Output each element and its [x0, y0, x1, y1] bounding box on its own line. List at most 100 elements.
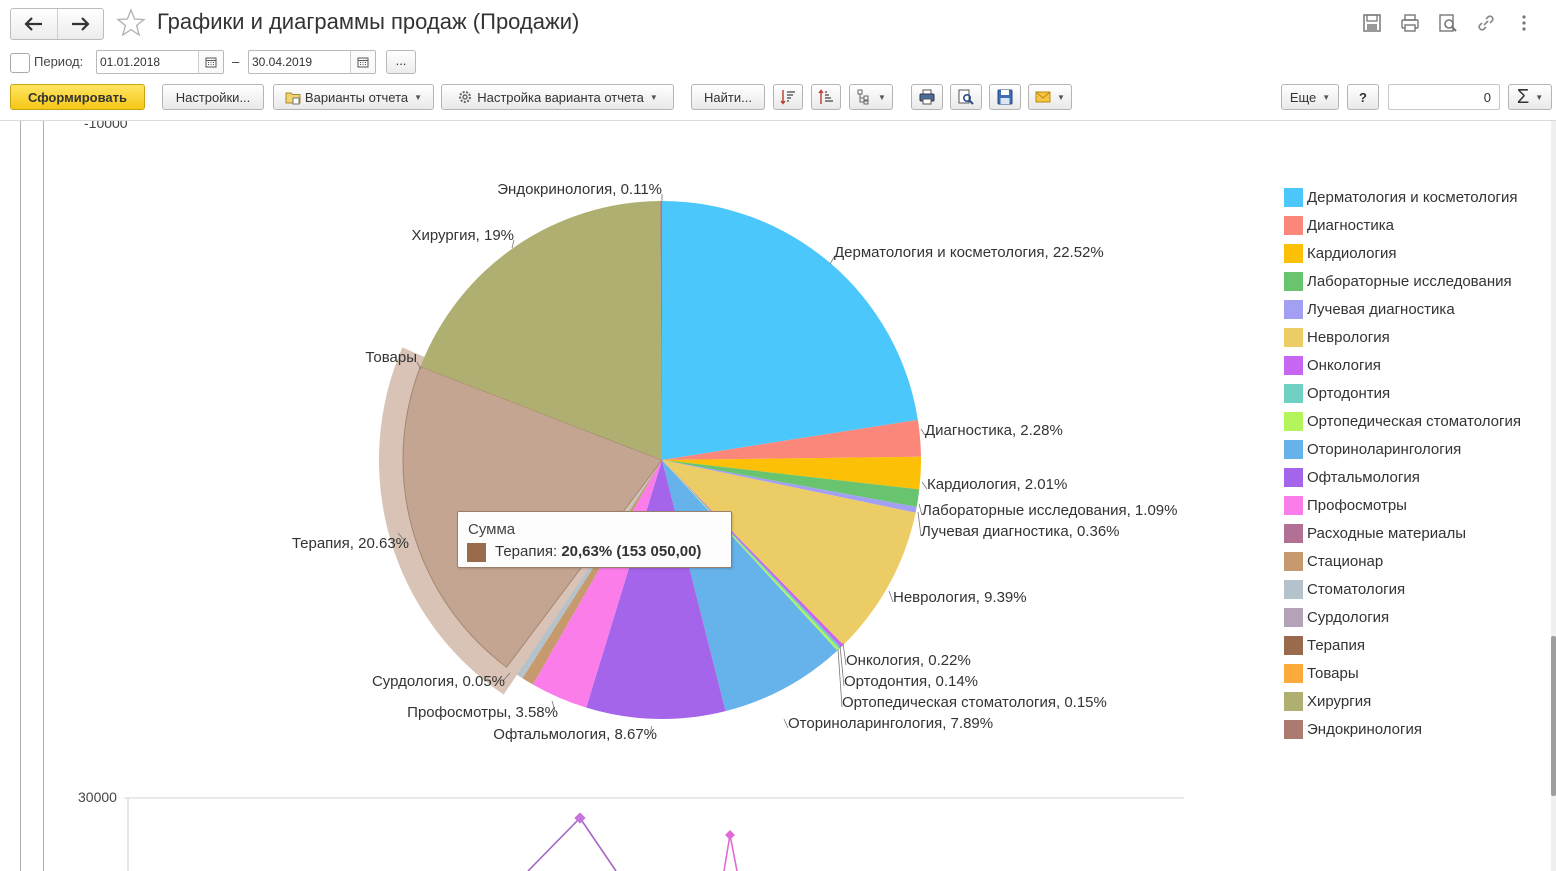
pie-slice-label: Товары — [365, 349, 417, 366]
folder-icon — [285, 92, 301, 105]
magnifier-page-icon — [958, 89, 974, 105]
legend-label: Дерматология и косметология — [1307, 188, 1518, 206]
legend-item: Онкология — [1284, 351, 1521, 379]
window-toolbar — [1360, 11, 1536, 35]
calendar-icon[interactable] — [198, 51, 223, 73]
pie-slice-label: Терапия, 20.63% — [292, 535, 409, 552]
sum-value-field[interactable]: 0 — [1388, 84, 1500, 110]
help-button[interactable]: ? — [1347, 84, 1379, 110]
sort-ascending-button[interactable] — [811, 84, 841, 110]
pie-slice[interactable] — [420, 201, 662, 460]
next-chart-series-line — [527, 816, 617, 871]
legend-swatch — [1284, 187, 1303, 207]
pie-slice-label: Онкология, 0.22% — [846, 652, 971, 669]
forward-button[interactable] — [56, 9, 104, 39]
legend-item: Диагностика — [1284, 211, 1521, 239]
more-button[interactable]: Еще ▼ — [1281, 84, 1339, 110]
sum-button[interactable]: Σ ▼ — [1508, 84, 1552, 110]
date-to-field[interactable]: 30.04.2019 — [248, 50, 376, 74]
more-menu-icon[interactable] — [1512, 11, 1536, 35]
favorite-star-icon[interactable] — [116, 8, 146, 38]
pie-slice[interactable] — [662, 201, 918, 460]
pie-slice[interactable] — [662, 460, 841, 649]
back-button[interactable] — [11, 9, 57, 39]
print-button[interactable] — [911, 84, 943, 110]
pie-slice-label: Оториноларингология, 7.89% — [788, 715, 993, 732]
pie-label-leader — [551, 700, 556, 712]
chevron-down-icon: ▼ — [1535, 92, 1544, 102]
pie-slice-label: Лучевая диагностика, 0.36% — [921, 523, 1120, 540]
legend-label: Сурдология — [1307, 608, 1390, 626]
settings-button[interactable]: Настройки... — [162, 84, 264, 110]
report-variants-button[interactable]: Варианты отчета ▼ — [273, 84, 434, 110]
pie-slice[interactable] — [662, 419, 921, 460]
hierarchy-icon — [857, 89, 869, 105]
sort-descending-button[interactable] — [773, 84, 803, 110]
tooltip-text: Терапия: 20,63% (153 050,00) — [495, 543, 701, 560]
send-email-button[interactable]: ▼ — [1028, 84, 1072, 110]
period-choose-button[interactable]: ... — [386, 50, 416, 74]
sort-ascending-icon — [818, 89, 833, 104]
link-icon[interactable] — [1474, 11, 1498, 35]
legend-item: Ортодонтия — [1284, 379, 1521, 407]
next-chart-series-line — [723, 834, 738, 871]
scrollbar-thumb[interactable] — [1551, 636, 1556, 796]
period-dash: – — [232, 54, 240, 69]
printer-icon — [919, 89, 935, 105]
period-checkbox[interactable] — [10, 53, 30, 73]
print-preview-button[interactable] — [950, 84, 982, 110]
variant-settings-button[interactable]: Настройка варианта отчета ▼ — [441, 84, 674, 110]
pie-slice-label: Офтальмология, 8.67% — [493, 726, 657, 743]
find-button[interactable]: Найти... — [691, 84, 765, 110]
pie-slice-label: Лабораторные исследования, 1.09% — [922, 502, 1177, 519]
group-button[interactable]: ▼ — [849, 84, 893, 110]
pie-slice-label: Эндокринология, 0.11% — [497, 181, 662, 198]
legend-swatch — [1284, 467, 1303, 487]
pie-slice[interactable] — [660, 201, 662, 460]
legend-item: Стационар — [1284, 547, 1521, 575]
legend-item: Сурдология — [1284, 603, 1521, 631]
arrow-right-icon — [72, 17, 90, 31]
pie-slice[interactable] — [420, 366, 662, 460]
pie-label-leader — [920, 428, 926, 436]
vertical-scrollbar[interactable] — [1551, 121, 1556, 871]
legend-swatch — [1284, 551, 1303, 571]
pie-slice-label: Кардиология, 2.01% — [927, 476, 1067, 493]
pie-slice[interactable] — [662, 460, 916, 645]
pie-slice[interactable] — [662, 460, 840, 651]
legend-swatch — [1284, 607, 1303, 627]
legend-swatch — [1284, 355, 1303, 375]
date-from-field[interactable]: 01.01.2018 — [96, 50, 224, 74]
save-icon[interactable] — [1360, 11, 1384, 35]
pie-slice[interactable] — [662, 460, 917, 513]
legend-label: Эндокринология — [1307, 720, 1422, 738]
window-title: Графики и диаграммы продаж (Продажи) — [157, 9, 580, 34]
pie-label-leader — [416, 361, 422, 370]
legend-label: Лабораторные исследования — [1307, 272, 1512, 290]
pie-label-leader — [649, 725, 653, 734]
chart-legend: Дерматология и косметология Диагностика Ка… — [1284, 183, 1521, 743]
pie-chart: Дерматология и косметология, 22.52% Диагн… — [292, 181, 1178, 743]
pie-slice[interactable] — [662, 456, 921, 490]
tooltip-series-label: Терапия: — [495, 543, 562, 560]
legend-swatch — [1284, 579, 1303, 599]
pie-slice[interactable] — [662, 460, 920, 507]
pie-slice[interactable] — [586, 460, 726, 719]
report-border-left — [20, 121, 21, 871]
legend-swatch — [1284, 411, 1303, 431]
pie-slice-label: Диагностика, 2.28% — [925, 422, 1063, 439]
legend-swatch — [1284, 635, 1303, 655]
print-icon[interactable] — [1398, 11, 1422, 35]
pie-slice[interactable] — [662, 460, 844, 648]
generate-report-button[interactable]: Сформировать — [10, 84, 145, 110]
calendar-icon[interactable] — [350, 51, 375, 73]
legend-label: Хирургия — [1307, 692, 1372, 710]
floppy-icon — [997, 89, 1013, 105]
legend-label: Офтальмология — [1307, 468, 1420, 486]
pie-label-leader — [837, 648, 843, 708]
preview-icon[interactable] — [1436, 11, 1460, 35]
save-report-button[interactable] — [989, 84, 1021, 110]
pie-label-leader — [921, 481, 928, 490]
period-label: Период: — [34, 54, 84, 69]
pie-label-leader — [511, 239, 515, 249]
